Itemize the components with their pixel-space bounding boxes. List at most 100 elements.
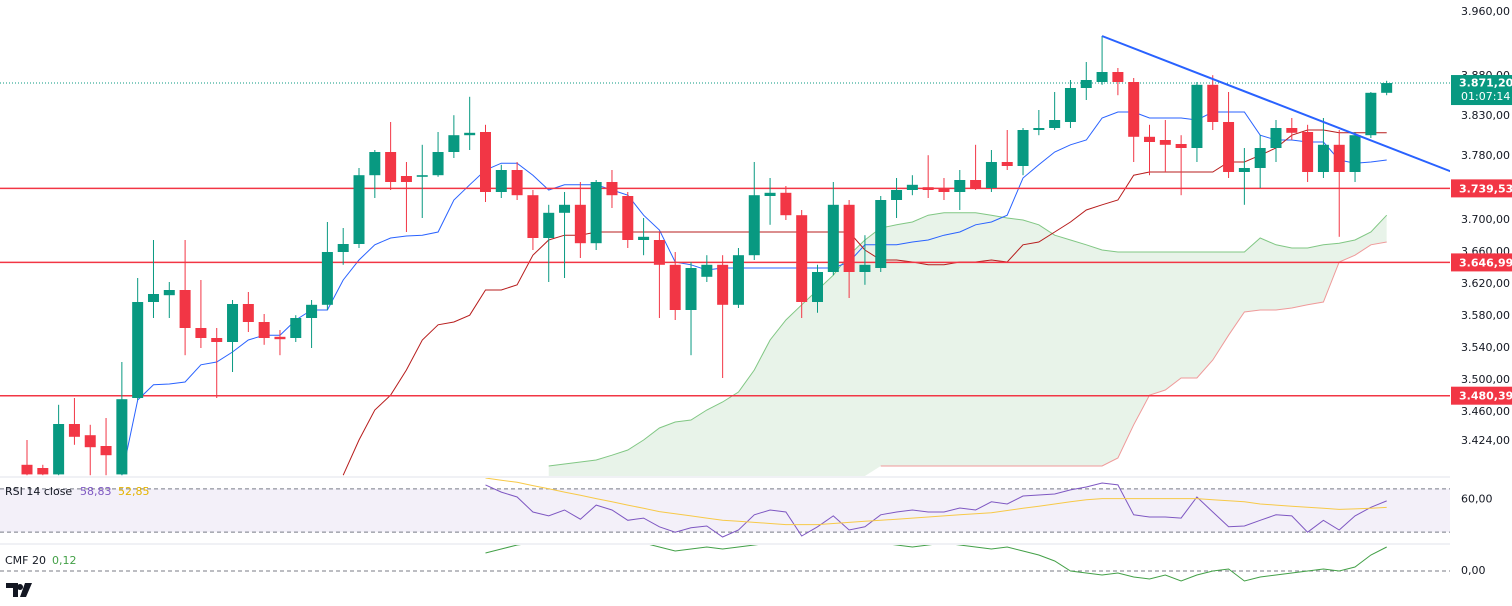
candle-body (1365, 92, 1377, 136)
price-pane (0, 36, 1450, 476)
candle-body (385, 152, 397, 182)
candle-body (780, 192, 792, 216)
candle-body (1223, 122, 1235, 172)
candle-body (400, 176, 412, 182)
candle-body (163, 290, 175, 296)
cloud-fill (548, 212, 1387, 476)
candle-body (606, 182, 618, 196)
candle-body (1191, 84, 1203, 148)
candle-body (1333, 144, 1345, 172)
candle-body (1112, 72, 1124, 82)
candle-body (1064, 88, 1076, 122)
candle-body (432, 152, 444, 176)
candle-body (321, 252, 333, 305)
cmf-pane (0, 545, 1450, 582)
candle-body (1033, 128, 1045, 130)
level-label: 3.480,39 (1459, 390, 1512, 403)
candle-body (543, 212, 555, 238)
y-tick-label: 3.540,00 (1461, 341, 1510, 354)
candle-body (369, 152, 381, 176)
axis-labels: 3.960,003.880,003.830,003.780,003.700,00… (1451, 5, 1512, 577)
candle-body (306, 304, 318, 318)
cloud-line (548, 212, 1388, 467)
trend-line (1101, 35, 1461, 176)
candle-body (1302, 132, 1314, 172)
logo (6, 583, 32, 597)
candle-body (132, 302, 144, 398)
candle-body (796, 215, 808, 302)
candle-body (1128, 82, 1140, 137)
candle-body (1317, 144, 1329, 172)
candle-body (938, 188, 950, 192)
candle-body (638, 236, 650, 240)
level-label-bg (1451, 253, 1512, 272)
rsi-value: 58,83 (80, 485, 112, 498)
cloud-line (880, 241, 1387, 467)
candle-body (891, 190, 903, 200)
rsi-ma-value: 52,85 (118, 485, 150, 498)
y-tick-label: 3.500,00 (1461, 373, 1510, 386)
y-tick-label: 3.780,00 (1461, 149, 1510, 162)
candle-body (242, 304, 254, 322)
level-label-bg (1451, 386, 1512, 405)
rsi-pane (0, 478, 1450, 538)
candle-body (179, 290, 191, 328)
candle-body (1017, 130, 1029, 166)
candle-body (732, 255, 744, 305)
rsi-band (0, 488, 1450, 533)
y-tick-label: 60,00 (1461, 493, 1493, 506)
candle-body (922, 187, 934, 190)
candle-body (827, 204, 839, 272)
candle-body (227, 304, 239, 342)
candle-body (906, 184, 918, 190)
candle-body (1270, 128, 1282, 148)
candle-body (1080, 80, 1092, 88)
candle-body (764, 192, 776, 196)
level-label-bg (1451, 179, 1512, 198)
candle-body (448, 135, 460, 152)
candle-body (290, 318, 302, 338)
legends: RSI 14 close 58,83 52,85 CMF 20 0,12 (5, 485, 150, 567)
candle-body (337, 244, 349, 252)
candle-body (1238, 168, 1250, 172)
candle-body (53, 424, 65, 475)
candle-body (211, 338, 223, 342)
y-tick-label: 3.830,00 (1461, 109, 1510, 122)
candle-body (875, 200, 887, 268)
cmf-value: 0,12 (52, 554, 77, 567)
candle-body (68, 424, 80, 437)
candle-body (1096, 72, 1108, 82)
candle-body (479, 132, 491, 192)
level-label: 3.739,53 (1459, 182, 1512, 195)
candle-body (274, 336, 286, 340)
indicator-line (485, 478, 1387, 526)
candle-body (685, 268, 697, 310)
y-tick-label: 0,00 (1461, 564, 1486, 577)
candle-body (1381, 83, 1393, 93)
candle-body (812, 272, 823, 302)
level-label: 3.646,99 (1459, 256, 1512, 269)
candle-body (1049, 120, 1061, 128)
candle-body (653, 240, 665, 265)
candle-body (1175, 144, 1187, 148)
candle-body (147, 294, 159, 302)
rsi-label: RSI 14 close (5, 485, 72, 498)
candle-body (590, 182, 602, 244)
candle-body (1349, 135, 1361, 172)
candle-body (1254, 148, 1266, 168)
y-tick-label: 3.620,00 (1461, 277, 1510, 290)
candle-body (1001, 162, 1013, 166)
candle-body (100, 446, 112, 456)
candle-body (527, 195, 539, 238)
candle-body (559, 204, 571, 213)
y-tick-label: 3.460,00 (1461, 405, 1510, 418)
y-tick-label: 3.700,00 (1461, 213, 1510, 226)
candle-body (669, 264, 681, 310)
candle-body (258, 322, 270, 338)
y-tick-label: 3.960,00 (1461, 5, 1510, 18)
candle-body (416, 175, 428, 177)
candle-body (353, 175, 365, 244)
candle-body (622, 196, 634, 240)
countdown: 01:07:14 (1461, 90, 1510, 103)
